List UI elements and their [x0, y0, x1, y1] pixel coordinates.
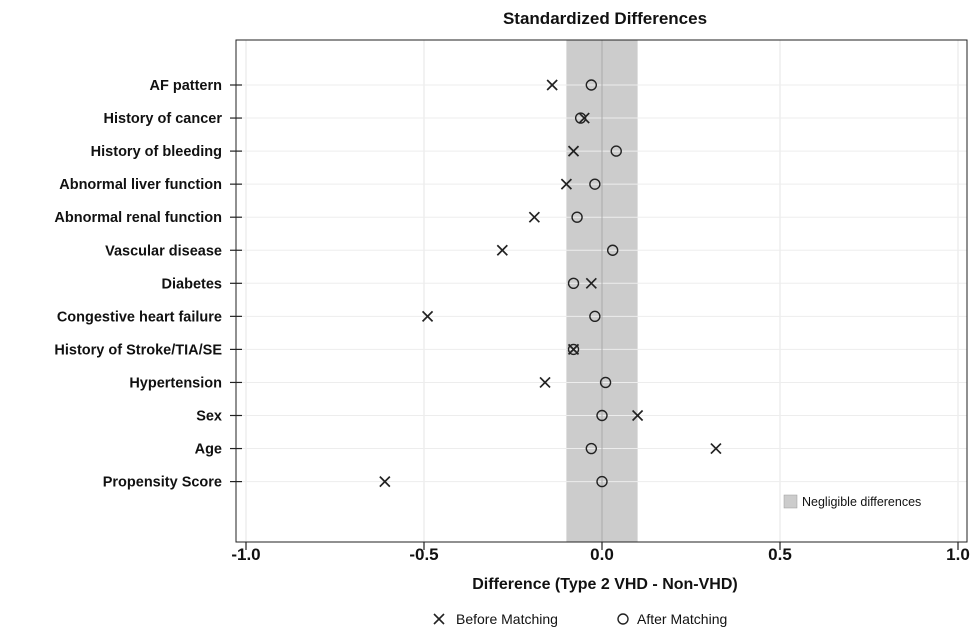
category-label: History of bleeding — [91, 144, 222, 160]
band-legend-label: Negligible differences — [802, 495, 921, 509]
chart-title: Standardized Differences — [503, 9, 707, 28]
legend-marker-before — [433, 613, 445, 625]
after-matching-marker — [589, 310, 601, 323]
category-label: History of cancer — [104, 111, 223, 127]
before-matching-marker — [631, 409, 644, 422]
before-matching-marker — [528, 211, 540, 223]
category-label: Propensity Score — [103, 475, 222, 491]
after-matching-marker — [585, 79, 598, 91]
x-tick-label: 0.0 — [590, 545, 614, 564]
category-label: Vascular disease — [105, 243, 222, 259]
after-matching-marker — [585, 442, 598, 455]
after-matching-marker — [596, 475, 608, 488]
data-markers — [379, 79, 722, 488]
x-tick-label: 1.0 — [946, 545, 970, 564]
before-matching-marker — [379, 475, 391, 488]
after-matching-marker — [606, 244, 619, 256]
after-matching-marker — [610, 145, 622, 157]
x-axis-title: Difference (Type 2 VHD - Non-VHD) — [472, 576, 738, 593]
plot-area — [230, 39, 968, 543]
after-matching-marker — [571, 211, 583, 223]
before-matching-marker — [567, 145, 580, 157]
after-matching-marker — [567, 343, 580, 356]
gridlines — [236, 40, 967, 542]
before-matching-marker — [710, 442, 722, 455]
category-label: History of Stroke/TIA/SE — [54, 342, 222, 358]
category-label: Congestive heart failure — [57, 309, 222, 325]
band-legend: Negligible differences — [783, 494, 921, 509]
category-label: Hypertension — [129, 375, 222, 391]
x-axis-ticks: -1.0 -0.5 0.0 0.5 1.0 — [231, 542, 970, 564]
legend-label-after: After Matching — [637, 611, 727, 627]
legend-label-before: Before Matching — [456, 611, 558, 627]
after-matching-marker — [596, 409, 608, 422]
before-matching-marker — [585, 277, 597, 289]
category-label: Diabetes — [162, 276, 222, 292]
category-labels: AF pattern History of cancer History of bl… — [54, 78, 222, 491]
legend-marker-after — [617, 613, 629, 625]
category-label: AF pattern — [150, 78, 223, 94]
x-tick-label: 0.5 — [768, 545, 792, 564]
before-matching-marker — [546, 79, 558, 91]
after-matching-marker — [589, 178, 601, 190]
x-tick-label: -1.0 — [231, 545, 260, 564]
band-legend-swatch — [783, 494, 798, 509]
before-matching-marker — [421, 310, 434, 322]
category-label: Age — [195, 442, 222, 458]
legend: Before Matching After Matching — [433, 611, 727, 627]
category-label: Abnormal liver function — [59, 177, 222, 193]
x-tick-label: -0.5 — [409, 545, 438, 564]
after-matching-marker — [574, 112, 587, 124]
category-label: Abnormal renal function — [54, 210, 222, 226]
before-matching-marker — [578, 112, 590, 124]
after-matching-marker — [599, 376, 612, 389]
category-label: Sex — [196, 409, 222, 425]
after-matching-marker — [567, 277, 580, 289]
before-matching-marker — [539, 376, 551, 389]
before-matching-marker — [496, 244, 508, 256]
before-matching-marker — [560, 178, 573, 190]
